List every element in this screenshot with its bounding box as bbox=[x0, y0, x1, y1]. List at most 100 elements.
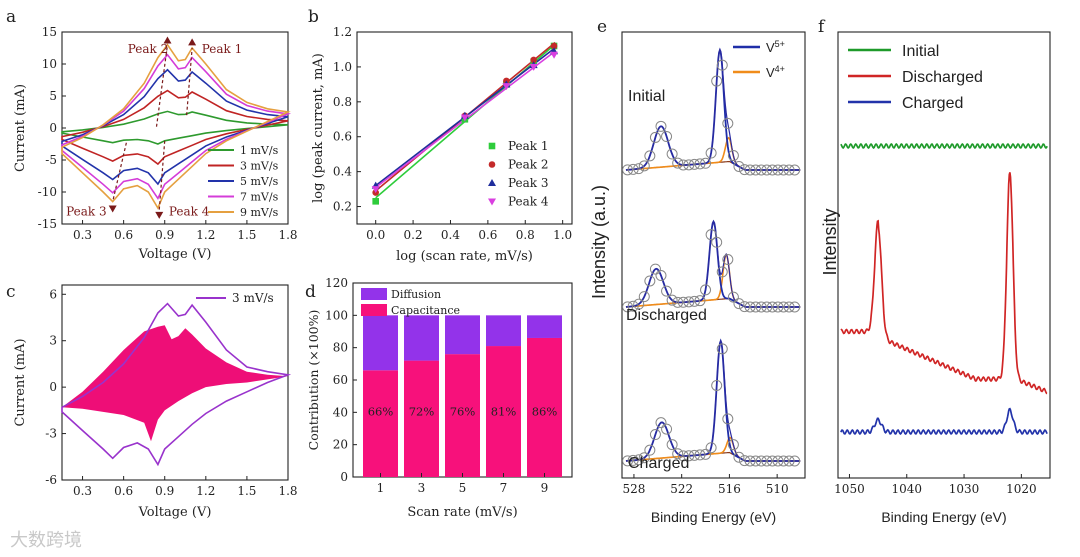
raw-data-point bbox=[700, 157, 712, 169]
raw-data-point bbox=[649, 429, 661, 441]
y-tick-label: 20 bbox=[333, 438, 348, 452]
capacitive-area bbox=[62, 325, 288, 442]
data-point bbox=[460, 114, 469, 122]
raw-data-point bbox=[739, 455, 751, 467]
raw-data-point bbox=[716, 266, 728, 278]
raw-data-point bbox=[772, 164, 784, 176]
raw-data-point bbox=[677, 296, 689, 308]
bar-data-label: 81% bbox=[491, 405, 517, 419]
raw-data-point bbox=[750, 301, 762, 313]
raw-data-point bbox=[705, 442, 717, 454]
bar-capacitance bbox=[363, 370, 398, 477]
raw-data-point bbox=[688, 449, 700, 461]
raw-data-point bbox=[655, 417, 667, 429]
legend-label: Initial bbox=[902, 43, 939, 60]
raw-data-point bbox=[789, 301, 801, 313]
data-point bbox=[530, 56, 537, 64]
y-axis-label: Intensity bbox=[820, 208, 840, 275]
panel-e: 528 522 516 510 Binding Energy (eV) Intensity… bbox=[589, 31, 806, 525]
plot-frame bbox=[837, 31, 1051, 479]
bar-capacitance bbox=[445, 354, 480, 477]
xps-spectrum bbox=[840, 172, 1048, 395]
legend-swatch bbox=[361, 304, 387, 316]
y-tick-label: 15 bbox=[42, 25, 57, 39]
raw-data-point bbox=[683, 450, 695, 462]
raw-data-point bbox=[633, 454, 645, 466]
raw-data-point bbox=[661, 423, 673, 435]
y-tick-label: 0.2 bbox=[333, 200, 352, 214]
x-tick-label: 3 bbox=[418, 481, 426, 495]
raw-data-point bbox=[655, 120, 667, 132]
raw-data-point bbox=[677, 450, 689, 462]
raw-data-point bbox=[722, 254, 734, 266]
bar-data-label: 72% bbox=[409, 405, 435, 419]
legend-label: Peak 3 bbox=[508, 176, 549, 190]
x-tick-label: 0.0 bbox=[366, 228, 385, 242]
y-tick-label: -5 bbox=[45, 153, 57, 167]
panel-b: 0.2 0.4 0.6 0.8 1.0 1.2 0.0 0.2 0.4 0.6 0.8 1.0 log … bbox=[311, 25, 573, 264]
raw-data-point bbox=[744, 455, 756, 467]
raw-data-point bbox=[750, 164, 762, 176]
raw-data-point bbox=[733, 160, 745, 172]
y-tick-label: 3 bbox=[49, 334, 57, 348]
raw-data-point bbox=[761, 301, 773, 313]
raw-data-point bbox=[727, 439, 739, 451]
spectrum-label: Charged bbox=[628, 455, 689, 472]
legend-label: 3 mV/s bbox=[232, 291, 274, 305]
x-tick-label: 0.3 bbox=[73, 228, 92, 242]
x-tick-label: 7 bbox=[500, 481, 508, 495]
raw-data-point bbox=[772, 301, 784, 313]
raw-data-point bbox=[766, 455, 778, 467]
raw-data-point bbox=[683, 296, 695, 308]
bar-data-label: 86% bbox=[532, 405, 558, 419]
data-point bbox=[371, 186, 380, 194]
legend-label: 5 mV/s bbox=[240, 175, 279, 188]
x-tick-label: 1.2 bbox=[196, 484, 215, 498]
x-axis-label: Voltage (V) bbox=[138, 505, 212, 520]
y-axis-label: Current (mA) bbox=[13, 84, 28, 172]
raw-data-point bbox=[661, 131, 673, 143]
x-tick-label: 516 bbox=[718, 482, 741, 496]
x-tick-label: 1.8 bbox=[278, 228, 297, 242]
fit-envelope bbox=[625, 220, 801, 308]
legend-label: 1 mV/s bbox=[240, 144, 279, 157]
legend-label: Capacitance bbox=[391, 304, 460, 317]
legend-superscript: 5+ bbox=[775, 39, 785, 49]
raw-data-point bbox=[694, 158, 706, 170]
bar-diffusion bbox=[445, 315, 480, 355]
y-tick-label: 40 bbox=[333, 405, 348, 419]
raw-data-point bbox=[627, 163, 639, 175]
legend-label: Charged bbox=[902, 95, 963, 112]
y-tick-label: 0.8 bbox=[333, 95, 352, 109]
raw-data-point bbox=[778, 164, 790, 176]
y-axis-label: Current (mA) bbox=[13, 338, 28, 426]
x-tick-label: 0.6 bbox=[478, 228, 497, 242]
raw-data-point bbox=[711, 379, 723, 391]
raw-data-point bbox=[644, 150, 656, 162]
legend-label: Discharged bbox=[902, 69, 983, 86]
legend-label: V5+ bbox=[766, 39, 785, 55]
x-tick-label: 1.5 bbox=[237, 228, 256, 242]
y-tick-label: -10 bbox=[38, 185, 57, 199]
xps-spectrum bbox=[840, 407, 1048, 435]
raw-data-point bbox=[705, 229, 717, 241]
legend-superscript: 4+ bbox=[775, 64, 785, 74]
raw-data-point bbox=[677, 159, 689, 171]
bar-capacitance bbox=[486, 346, 521, 477]
x-tick-label: 522 bbox=[670, 482, 693, 496]
data-point bbox=[502, 83, 511, 91]
raw-data-point bbox=[739, 164, 751, 176]
panel-c: -6 -3 0 3 6 0.3 0.6 0.9 1.2 1.5 1.8 Voltage (V) Curr… bbox=[13, 284, 298, 520]
raw-data-point bbox=[739, 301, 751, 313]
raw-data-point bbox=[694, 295, 706, 307]
bar-capacitance bbox=[404, 360, 439, 477]
cv-curve bbox=[61, 43, 291, 210]
raw-data-point bbox=[672, 296, 684, 308]
y-tick-label: -3 bbox=[45, 427, 57, 441]
x-tick-label: 1.0 bbox=[553, 228, 572, 242]
bar-diffusion bbox=[404, 315, 439, 361]
y-axis-label: Contribution (×100%) bbox=[306, 310, 321, 451]
x-tick-label: 1030 bbox=[949, 482, 980, 496]
raw-data-point bbox=[755, 455, 767, 467]
